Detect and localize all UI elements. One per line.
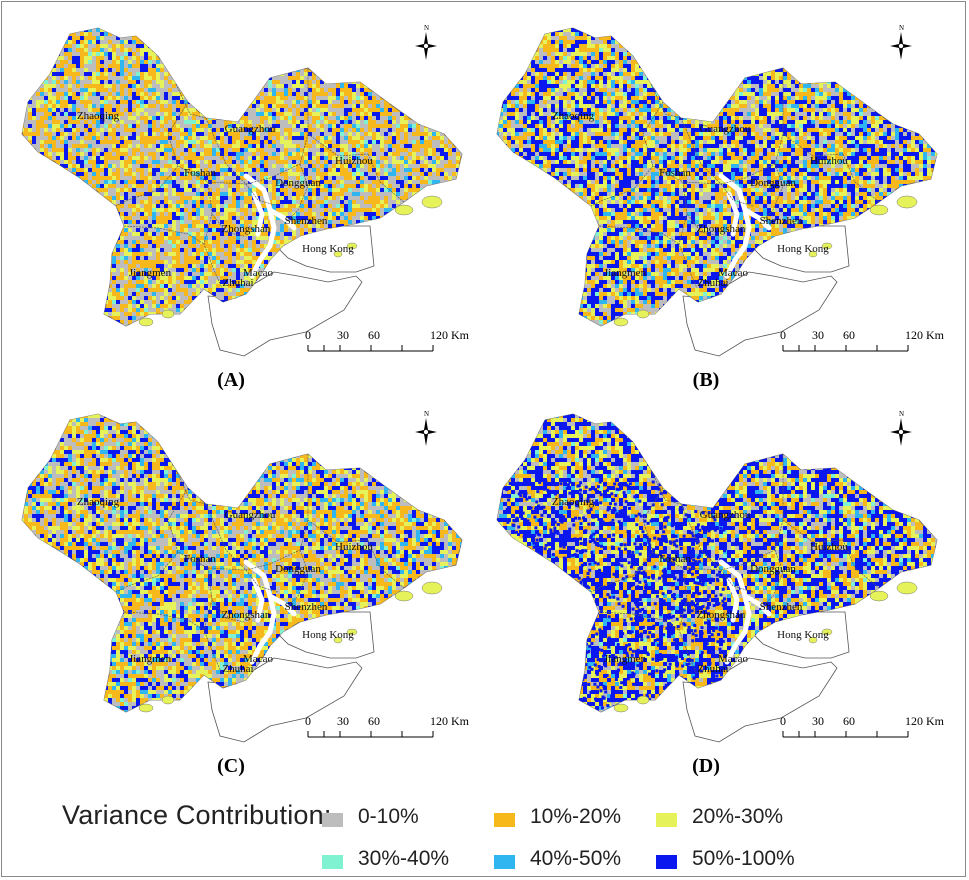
- scale-tick-label: 60: [843, 328, 855, 342]
- city-label: Zhuhai: [697, 277, 728, 289]
- north-label: N: [424, 24, 429, 32]
- scale-tick-label: 0: [305, 714, 311, 728]
- legend-swatch: [494, 855, 515, 869]
- scale-bar: 0 30 60 120 Km: [780, 714, 945, 738]
- city-label: Guangzhou: [225, 123, 276, 135]
- scale-tick-label: 30: [812, 328, 824, 342]
- scale-tick-label: 60: [368, 714, 380, 728]
- city-label: Zhuhai: [697, 663, 728, 675]
- city-label: Zhuhai: [222, 663, 253, 675]
- city-label: Guangzhou: [700, 123, 751, 135]
- city-label: Guangzhou: [700, 509, 751, 521]
- scale-tick-label: 0: [305, 328, 311, 342]
- north-label: N: [424, 410, 429, 418]
- legend-label: 10%-20%: [530, 805, 621, 829]
- north-arrow-icon: N: [415, 410, 437, 446]
- city-label: Hong Kong: [302, 243, 354, 255]
- panel-label-b: (B): [471, 369, 941, 392]
- city-label: Foshan: [659, 553, 691, 565]
- city-label: Jiangmen: [129, 267, 172, 279]
- city-label: Zhongshan: [222, 609, 271, 621]
- scale-tick-label: 30: [337, 714, 349, 728]
- city-label: Guangzhou: [225, 509, 276, 521]
- city-label: Shenzhen: [285, 601, 328, 613]
- city-label: Dongguan: [750, 563, 796, 575]
- scale-tick-label: 120 Km: [905, 714, 945, 728]
- city-label: Zhaoqing: [77, 496, 120, 508]
- city-label: Foshan: [659, 167, 691, 179]
- panel-label-d: (D): [471, 755, 941, 778]
- city-label: Macao: [243, 267, 273, 279]
- city-label: Foshan: [184, 553, 216, 565]
- map-panel-b: Zhaoqing Guangzhou Huizhou Foshan Dongguan Sh…: [483, 14, 953, 399]
- legend-label: 0-10%: [358, 805, 419, 829]
- map-panel-d: Zhaoqing Guangzhou Huizhou Foshan Dongguan Sh…: [483, 400, 953, 785]
- city-label: Shenzhen: [285, 215, 328, 227]
- city-label: Huizhou: [335, 541, 373, 553]
- city-label: Hong Kong: [777, 629, 829, 641]
- city-label: Zhaoqing: [552, 496, 595, 508]
- legend-label: 20%-30%: [692, 805, 783, 829]
- city-label: Jiangmen: [604, 267, 647, 279]
- legend-swatch: [656, 855, 677, 869]
- city-label: Huizhou: [810, 541, 848, 553]
- city-label: Zhaoqing: [552, 110, 595, 122]
- north-label: N: [899, 24, 904, 32]
- map-panel-a: Zhaoqing Guangzhou Huizhou Foshan Dongguan Sh…: [8, 14, 478, 399]
- legend-title: Variance Contribution:: [62, 800, 332, 831]
- city-label: Macao: [718, 653, 748, 665]
- city-label: Macao: [243, 653, 273, 665]
- city-label: Shenzhen: [760, 215, 803, 227]
- scale-tick-label: 60: [843, 714, 855, 728]
- scale-bar: 0 30 60 120 Km: [305, 714, 470, 738]
- variance-raster: [497, 28, 937, 326]
- city-label: Zhuhai: [222, 277, 253, 289]
- legend-swatch: [656, 813, 677, 827]
- legend-swatch: [322, 855, 343, 869]
- legend-swatch: [322, 813, 343, 827]
- north-arrow-icon: N: [890, 410, 912, 446]
- scale-tick-label: 120 Km: [430, 714, 470, 728]
- city-label: Macao: [718, 267, 748, 279]
- scale-bar: 0 30 60 120 Km: [780, 328, 945, 352]
- north-arrow-icon: N: [415, 24, 437, 60]
- city-label: Shenzhen: [760, 601, 803, 613]
- city-label: Zhongshan: [697, 223, 746, 235]
- city-label: Foshan: [184, 167, 216, 179]
- panel-label-c: (C): [0, 755, 466, 778]
- legend-swatch: [494, 813, 515, 827]
- scale-tick-label: 60: [368, 328, 380, 342]
- city-label: Huizhou: [335, 155, 373, 167]
- city-label: Zhongshan: [222, 223, 271, 235]
- legend-label: 50%-100%: [692, 847, 795, 871]
- city-label: Hong Kong: [777, 243, 829, 255]
- city-label: Dongguan: [750, 177, 796, 189]
- scale-tick-label: 30: [812, 714, 824, 728]
- city-label: Hong Kong: [302, 629, 354, 641]
- legend-label: 30%-40%: [358, 847, 449, 871]
- scale-tick-label: 30: [337, 328, 349, 342]
- panel-label-a: (A): [0, 369, 466, 392]
- scale-tick-label: 0: [780, 714, 786, 728]
- scale-tick-label: 0: [780, 328, 786, 342]
- legend-label: 40%-50%: [530, 847, 621, 871]
- scale-tick-label: 120 Km: [430, 328, 470, 342]
- city-label: Zhaoqing: [77, 110, 120, 122]
- city-label: Jiangmen: [129, 653, 172, 665]
- city-label: Dongguan: [275, 563, 321, 575]
- scale-tick-label: 120 Km: [905, 328, 945, 342]
- map-panel-c: Zhaoqing Guangzhou Huizhou Foshan Dongguan Sh…: [8, 400, 478, 785]
- city-label: Jiangmen: [604, 653, 647, 665]
- north-arrow-icon: N: [890, 24, 912, 60]
- city-label: Dongguan: [275, 177, 321, 189]
- city-label: Huizhou: [810, 155, 848, 167]
- north-label: N: [899, 410, 904, 418]
- city-label: Zhongshan: [697, 609, 746, 621]
- scale-bar: 0 30 60 120 Km: [305, 328, 470, 352]
